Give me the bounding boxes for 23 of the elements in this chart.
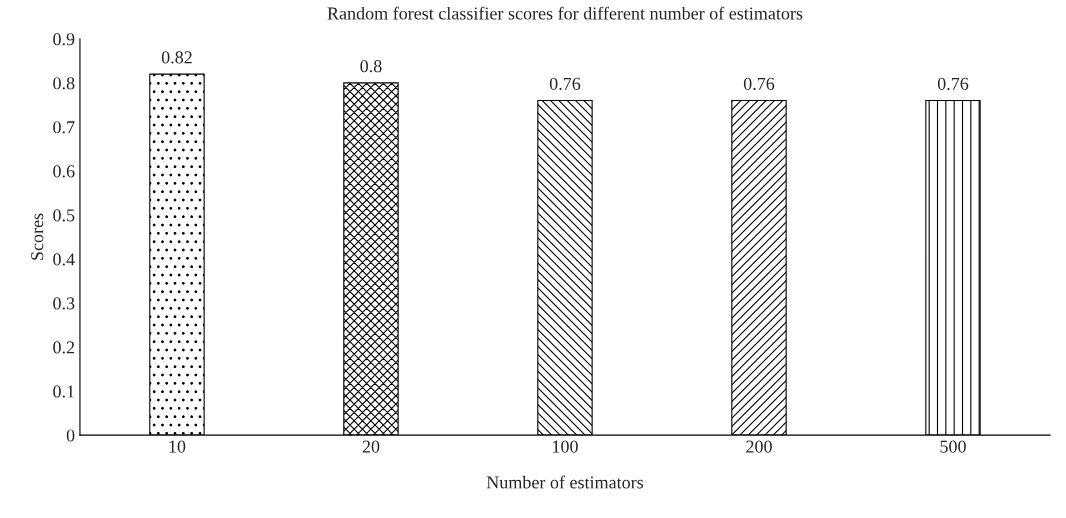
data-label: 0.76 [549,77,581,90]
y-tick-label: 0.4 [53,253,75,266]
y-tick-label: 0.8 [53,77,75,90]
y-tick-label: 0.3 [53,297,75,310]
x-tick-label: 10 [169,440,186,453]
data-label: 0.82 [161,51,192,64]
y-tick-label: 0.2 [53,341,75,354]
y-tick-label: 0.6 [53,165,75,178]
x-tick-label: 20 [362,440,380,453]
y-tick-label: 0.9 [53,33,75,46]
x-tick-label: 200 [746,440,772,453]
y-tick-label: 0.5 [53,209,75,222]
data-label: 0.8 [360,60,382,73]
x-tick-label: 500 [940,440,966,453]
x-tick-label: 100 [553,440,578,453]
data-label: 0.76 [937,77,969,90]
data-label: 0.76 [743,77,775,90]
x-axis-title: Number of estimators [486,475,644,489]
y-tick-label: 0.7 [53,121,75,134]
y-tick-label: 0.1 [53,385,75,398]
chart-title: Random forest classifier scores for different number of estimators [327,6,803,20]
y-axis-title: Scores [31,213,44,260]
y-tick-label: 0 [66,429,75,442]
